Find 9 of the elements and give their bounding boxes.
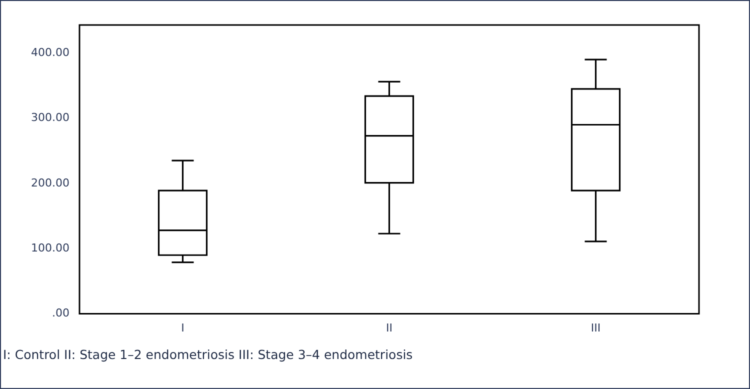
text: I: Control II: Stage 1–2 endometriosis III: Stage 3–4 endometriosis xyxy=(3,347,414,362)
y-tick-label: 200.00 xyxy=(30,176,70,190)
y-tick-label: 300.00 xyxy=(30,111,70,124)
x-tick-label: II xyxy=(386,321,392,334)
y-tick-label: 100.00 xyxy=(30,241,70,254)
x-tick-label: I xyxy=(181,321,184,334)
x-tick-label: III xyxy=(590,321,601,334)
y-tick-label: .00 xyxy=(52,306,70,320)
y-tick-label: 400.00 xyxy=(30,46,70,59)
